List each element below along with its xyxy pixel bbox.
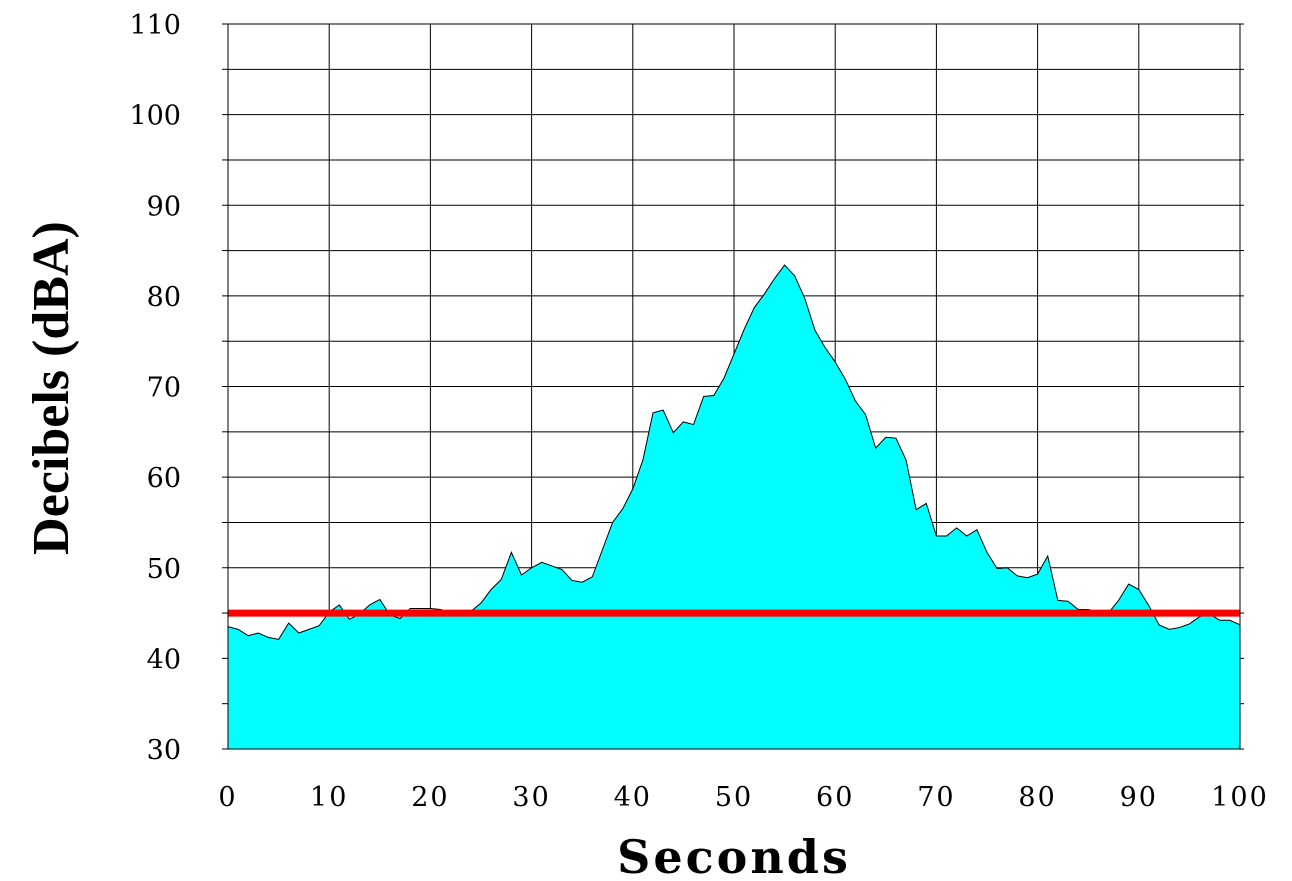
x-tick-label: 40 xyxy=(614,782,652,813)
x-tick-label: 100 xyxy=(1211,782,1269,813)
x-tick-label: 60 xyxy=(816,782,854,813)
x-tick-label: 90 xyxy=(1120,782,1158,813)
y-tick-label: 70 xyxy=(147,373,181,404)
x-tick-label: 50 xyxy=(715,782,753,813)
y-tick-label: 90 xyxy=(147,191,181,222)
y-tick-label: 40 xyxy=(147,644,181,675)
y-axis-label: Decibels (dBA) xyxy=(23,221,80,555)
x-tick-label: 0 xyxy=(218,782,237,813)
x-tick-label: 70 xyxy=(917,782,955,813)
x-tick-labels: 0 10 20 30 40 50 60 70 80 90 100 xyxy=(218,782,1269,813)
y-tick-label: 110 xyxy=(129,10,181,41)
y-tick-label: 30 xyxy=(147,735,181,766)
y-tick-label: 80 xyxy=(147,282,181,313)
y-tick-label: 100 xyxy=(129,101,181,132)
plot-frame xyxy=(227,23,1241,750)
y-tick-label: 60 xyxy=(147,463,181,494)
x-tick-label: 20 xyxy=(411,782,449,813)
x-tick-label: 30 xyxy=(512,782,550,813)
x-tick-label: 10 xyxy=(310,782,348,813)
x-axis-label: Seconds xyxy=(617,830,851,881)
y-tick-labels: 30 40 50 60 70 80 90 100 110 xyxy=(129,10,181,766)
x-tick-label: 80 xyxy=(1018,782,1056,813)
y-tick-label: 50 xyxy=(147,554,181,585)
